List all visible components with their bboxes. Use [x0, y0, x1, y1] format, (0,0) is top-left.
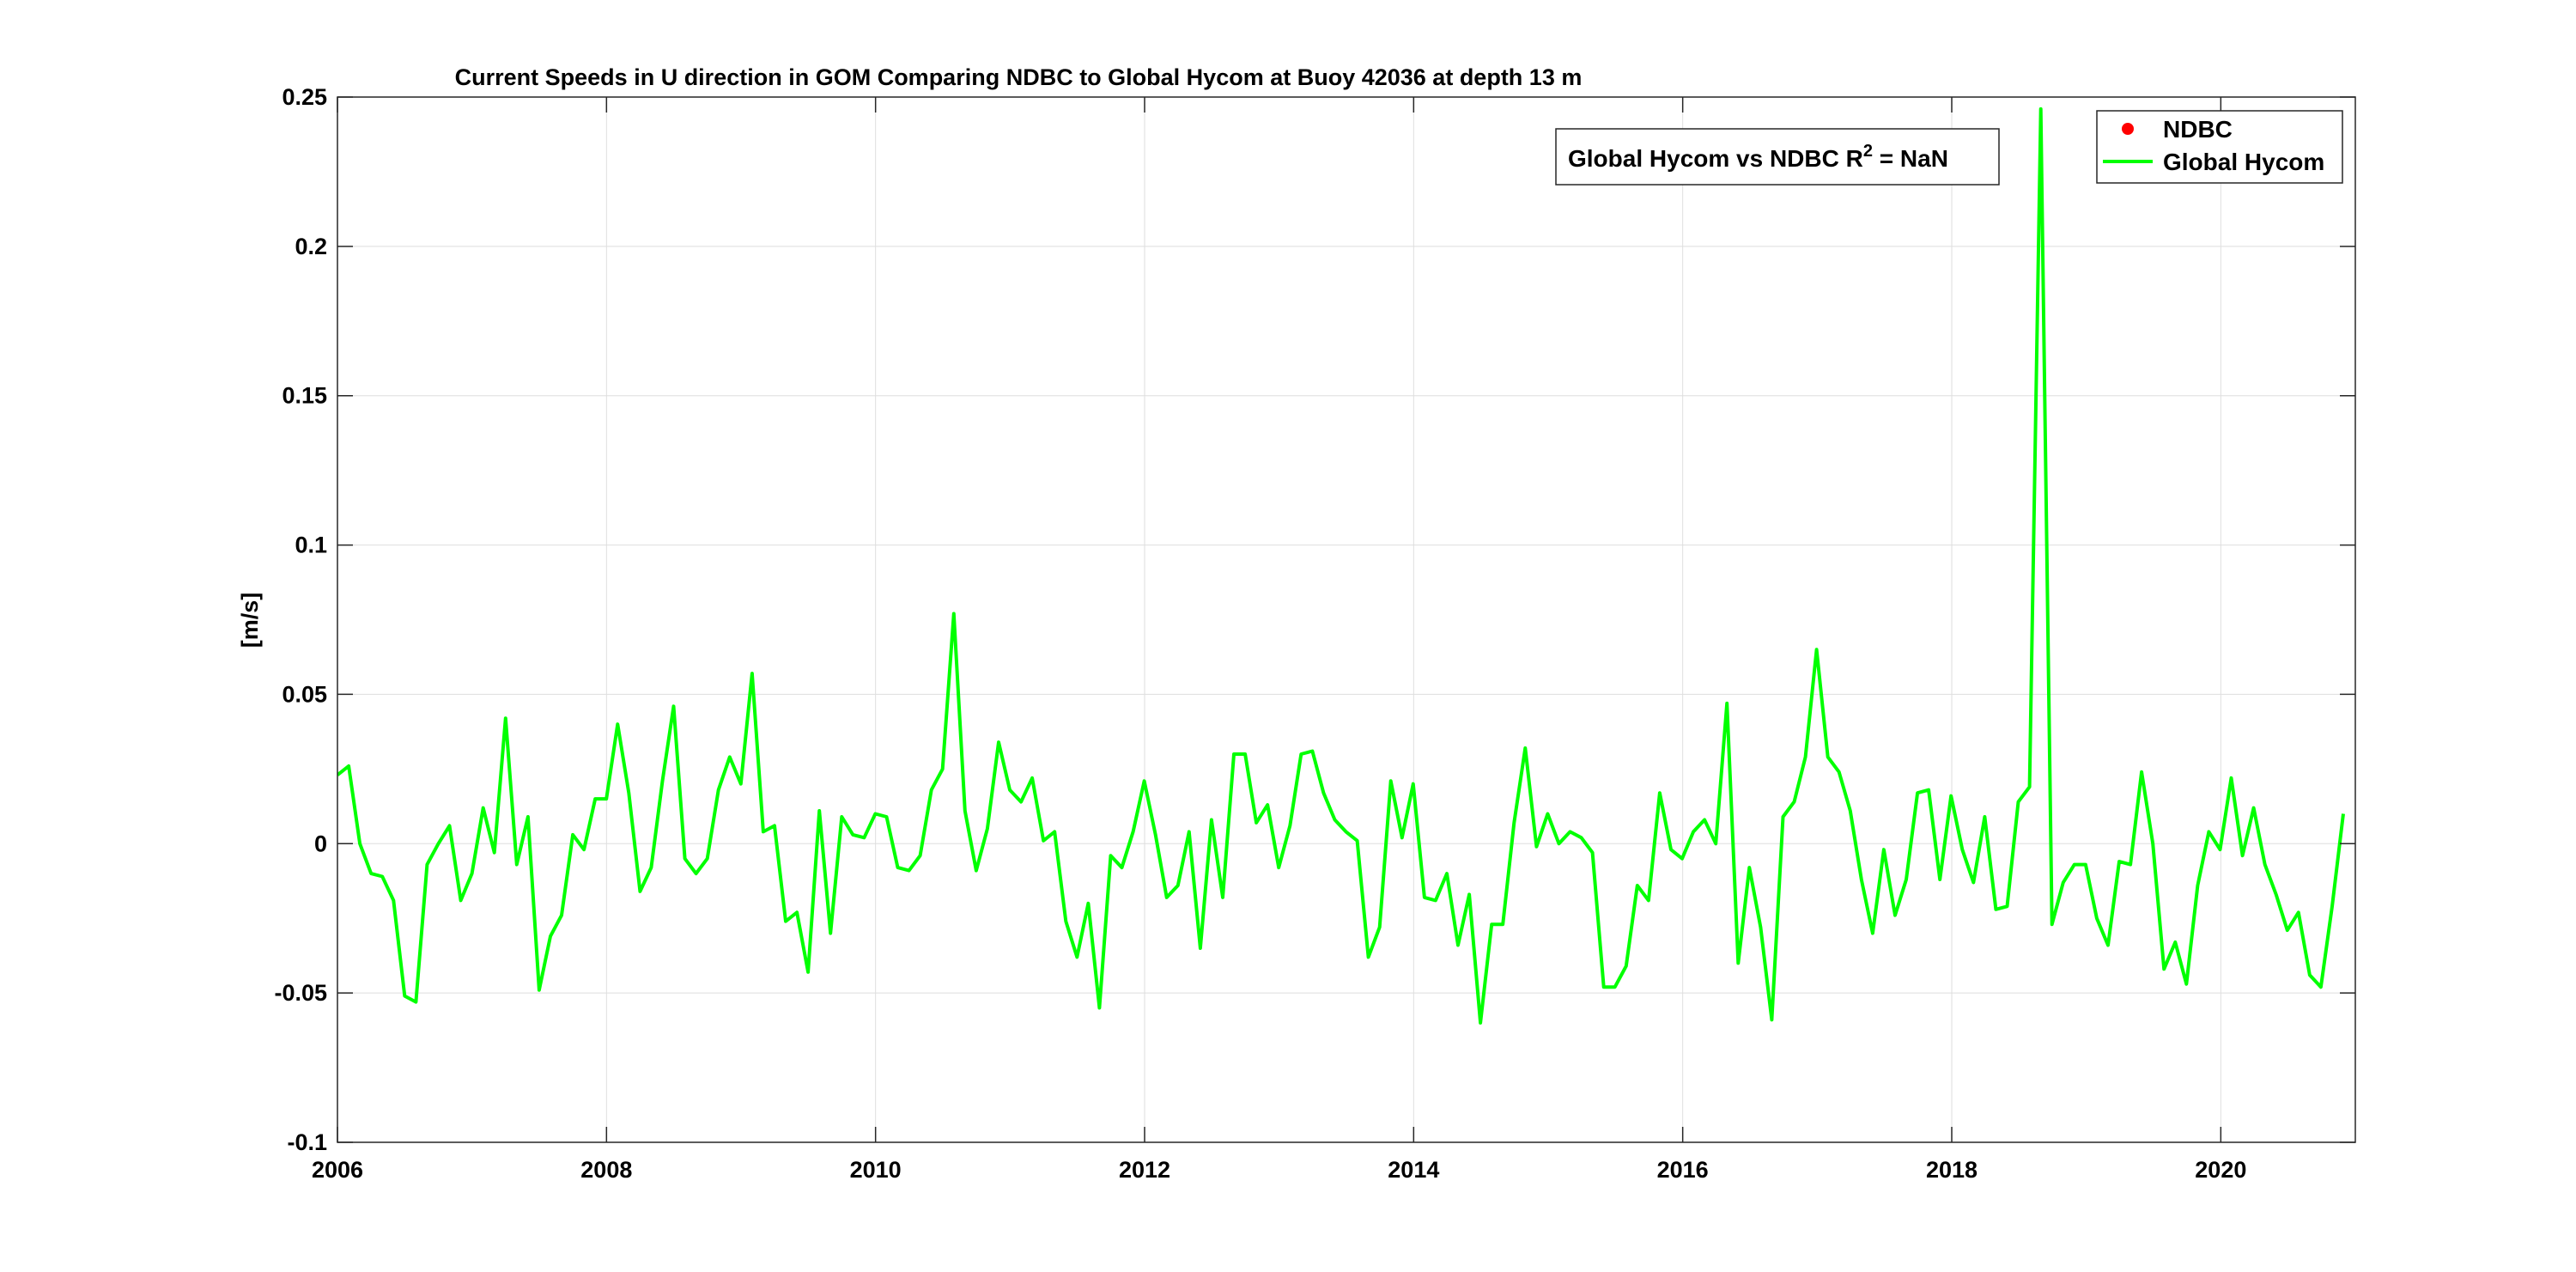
tick-labels: 2006 2008 2010 2012 2014 2016 2018 2020 -0.1 -0.0… [274, 84, 2246, 1183]
y-tick-label: 0.05 [282, 681, 327, 707]
annotation-prefix: Global Hycom vs NDBC R [1568, 145, 1863, 172]
legend-marker-ndbc [2122, 123, 2134, 135]
x-tick-label: 2008 [580, 1157, 632, 1183]
legend-box [2096, 110, 2343, 184]
x-tick-label: 2006 [312, 1157, 363, 1183]
y-tick-label: -0.05 [274, 980, 327, 1006]
y-axis-label: [m/s] [237, 593, 263, 648]
x-tick-label: 2014 [1388, 1157, 1439, 1183]
annotation-suffix: = NaN [1873, 145, 1948, 172]
annotation-box [1555, 128, 2000, 186]
legend: NDBC Global Hycom [2096, 110, 2343, 184]
y-tick-label: 0.25 [282, 84, 327, 110]
x-tick-label: 2012 [1119, 1157, 1170, 1183]
tick-marks [337, 96, 2355, 1143]
global-hycom-line [337, 107, 2345, 1025]
annotation-superscript: 2 [1863, 142, 1873, 161]
annotation-text: Global Hycom vs NDBC R2 = NaN [1568, 142, 1948, 172]
r-squared-annotation: Global Hycom vs NDBC R2 = NaN [1555, 128, 2000, 186]
y-tick-label: 0.15 [282, 383, 327, 409]
axes-frame [337, 96, 2356, 1143]
y-tick-label: 0.1 [295, 533, 327, 558]
legend-label-global-hycom: Global Hycom [2163, 149, 2324, 175]
chart-title: Current Speeds in U direction in GOM Com… [455, 64, 1583, 90]
x-tick-label: 2010 [850, 1157, 902, 1183]
x-tick-label: 2018 [1926, 1157, 1978, 1183]
series-layer [337, 107, 2345, 1025]
y-tick-label: 0 [314, 831, 327, 856]
x-tick-label: 2020 [2195, 1157, 2246, 1183]
x-tick-label: 2016 [1657, 1157, 1709, 1183]
y-tick-label: 0.2 [295, 234, 327, 259]
legend-label-ndbc: NDBC [2163, 116, 2233, 143]
y-tick-label: -0.1 [287, 1129, 327, 1155]
plot-area [337, 97, 2355, 1142]
series-global-hycom [337, 107, 2345, 1025]
